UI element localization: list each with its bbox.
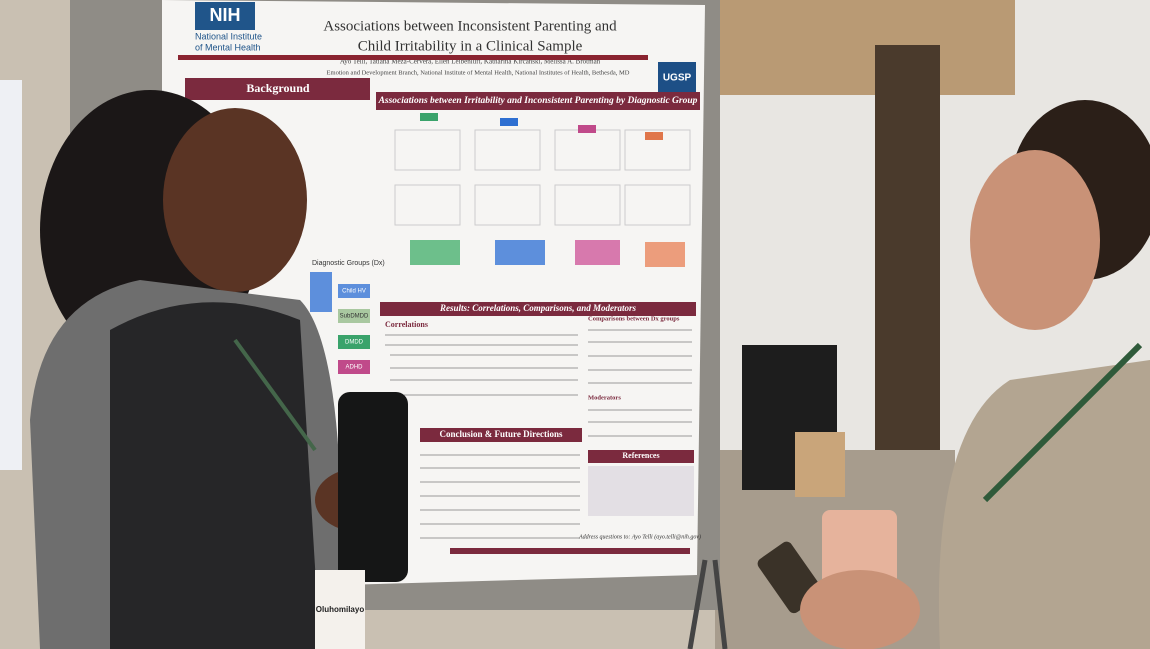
subheading: Correlations: [385, 320, 428, 329]
tumbler: [338, 392, 408, 582]
vest: [110, 302, 320, 649]
dx-label: SubDMDD: [340, 314, 369, 320]
badge-name: Oluhomilayo: [316, 605, 365, 614]
cardboard-box: [795, 432, 845, 497]
nih-logo: [195, 2, 255, 30]
wood-ceiling: [715, 0, 1015, 95]
section-heading: Background: [246, 81, 309, 95]
subheading: Comparisons between Dx groups: [588, 315, 680, 322]
figure-panels: [394, 129, 691, 226]
group-key: [578, 125, 596, 133]
lanyard: [233, 338, 317, 452]
poster-title: Child Irritability in a Clinical Sample: [358, 38, 583, 54]
dx-label: DMDD: [345, 340, 364, 346]
section-heading: Associations between Irritability and In…: [378, 96, 698, 106]
references-box: [588, 466, 694, 516]
face: [163, 108, 307, 292]
group-key: [420, 113, 438, 121]
subheading: Moderators: [588, 394, 621, 401]
institute-line: of Mental Health: [195, 42, 261, 52]
doorway: [875, 45, 940, 480]
contact: Address questions to: Ayo Telli (ayo.tel…: [578, 533, 701, 540]
dx-chip: [338, 284, 370, 298]
section-band: [376, 92, 700, 110]
heatmaps: [410, 240, 685, 267]
section-band: [420, 428, 582, 442]
section-heading: Conclusion & Future Directions: [440, 429, 563, 439]
group-key: [500, 118, 518, 126]
section-heading: Results: Correlations, Comparisons, and …: [439, 303, 637, 313]
easel-leg: [687, 559, 708, 649]
section-band: [185, 78, 370, 100]
poster-title: Associations between Inconsistent Parent…: [323, 18, 617, 34]
logo-text: NIH: [210, 5, 241, 25]
side-poster: [0, 80, 22, 470]
authors: Ayo Telli, Tatiana Meza-Cervera, Ellen L…: [340, 58, 601, 66]
sweater: [938, 360, 1150, 649]
body-text-lines: [385, 329, 692, 539]
institute-line: National Institute: [195, 31, 262, 41]
section-heading: References: [622, 451, 659, 460]
dx-chip: [338, 360, 370, 374]
group-key: [645, 132, 663, 140]
affiliation: Emotion and Development Branch, National…: [327, 69, 630, 76]
name-badge: [315, 570, 365, 649]
lanyard: [982, 342, 1143, 503]
easel-leg: [712, 559, 728, 649]
drink-cup: [822, 510, 897, 590]
dx-heading: Diagnostic Groups (Dx): [312, 260, 385, 267]
footer-band: [450, 548, 690, 554]
header-band: [178, 55, 648, 60]
section-band: [380, 302, 696, 316]
ugsp-logo: [658, 62, 696, 94]
hands: [800, 570, 920, 649]
dx-chip: [338, 309, 370, 323]
dx-chip: [338, 335, 370, 349]
dx-bar: [310, 272, 332, 312]
dx-label: Child HV: [342, 289, 366, 295]
badge-text: UGSP: [663, 73, 692, 84]
face: [970, 150, 1100, 330]
section-band: [588, 450, 694, 463]
dx-label: ADHD: [345, 365, 363, 371]
